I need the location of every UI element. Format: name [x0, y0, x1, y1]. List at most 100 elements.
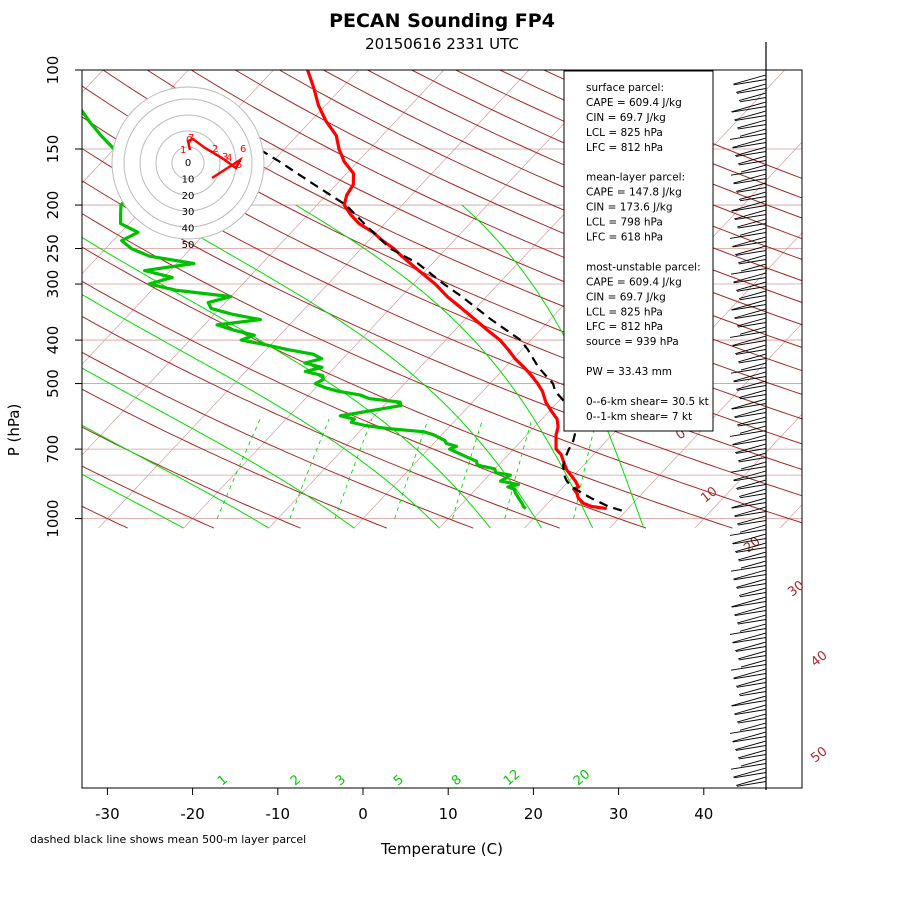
wind-barb	[735, 344, 767, 355]
chart-title: PECAN Sounding FP4	[329, 10, 555, 32]
wind-barb	[734, 709, 767, 716]
wind-barb	[737, 520, 767, 526]
wind-barb	[735, 349, 767, 355]
wind-barb	[735, 448, 767, 454]
dry-adiabat-line	[82, 280, 647, 529]
wind-barb	[730, 268, 767, 275]
hodograph-height-label: 5	[236, 160, 242, 171]
wind-barb	[736, 416, 767, 426]
wind-barbs	[729, 42, 767, 790]
mixing-ratio-line	[504, 418, 533, 519]
wind-barb	[730, 169, 767, 176]
wind-barb	[732, 632, 767, 643]
dry-adiabat-line	[82, 180, 802, 497]
dry-adiabat-label: 10	[698, 484, 720, 506]
mixing-ratio-line	[334, 418, 373, 519]
wind-barb	[736, 380, 767, 390]
hodograph-ring-label: 50	[182, 240, 195, 251]
wind-barb	[736, 88, 767, 94]
wind-barb	[735, 245, 767, 256]
wind-barb	[729, 232, 767, 239]
wind-barb	[729, 430, 767, 437]
y-tick-label: 100	[44, 56, 62, 85]
dry-adiabat-label: 30	[785, 578, 807, 600]
wind-barb	[738, 754, 767, 760]
isotherm-line	[183, 70, 615, 529]
hodograph-ring	[111, 86, 265, 240]
isotherm-line	[609, 322, 802, 529]
info-line: mean-layer parcel:	[586, 172, 685, 184]
dry-adiabat-label: 50	[808, 744, 830, 766]
wind-barb	[737, 749, 767, 759]
wind-barb	[731, 106, 767, 113]
hodograph-height-label: 2	[212, 144, 218, 155]
wind-barb	[733, 668, 767, 679]
wind-barb	[738, 587, 767, 597]
wind-barb	[732, 241, 767, 248]
mixing-ratio-line	[573, 418, 598, 519]
isotherm-line	[82, 70, 445, 456]
wind-barb	[737, 223, 767, 229]
wind-barb	[734, 115, 767, 122]
wind-barb	[729, 133, 767, 140]
wind-barb	[734, 511, 767, 518]
wind-barb	[731, 596, 767, 608]
mixing-ratio-label: 20	[571, 767, 593, 789]
wind-barb	[736, 578, 767, 588]
isotherm-line	[0, 70, 18, 528]
hodograph-ring	[171, 146, 205, 180]
wind-barb	[731, 200, 767, 212]
info-line: surface parcel:	[586, 82, 664, 94]
moist-adiabat-line	[82, 236, 491, 529]
wind-barb	[740, 560, 767, 569]
wind-barb	[731, 403, 767, 410]
wind-barb	[736, 515, 767, 525]
x-axis-label: Temperature (C)	[380, 840, 503, 858]
mixing-ratio-label: 3	[333, 772, 349, 789]
wind-barb	[739, 97, 767, 103]
wind-barb	[740, 758, 767, 767]
hodograph-height-label: 0	[186, 135, 192, 146]
wind-barb	[735, 146, 767, 157]
wind-barb	[737, 124, 767, 130]
wind-barb	[738, 556, 767, 562]
info-line: LCL = 825 hPa	[586, 306, 663, 318]
hodograph-trace	[186, 137, 244, 180]
hodograph-height-label: 7	[188, 133, 194, 144]
info-line: CAPE = 609.4 J/kg	[586, 276, 682, 288]
hodograph-ring	[123, 98, 253, 228]
wind-barb	[731, 502, 767, 509]
wind-barb	[736, 83, 767, 93]
wind-barb	[730, 763, 767, 770]
wind-barb	[738, 358, 767, 364]
wind-barb	[736, 182, 767, 192]
wind-barb	[732, 335, 767, 346]
wind-barb	[734, 209, 767, 220]
wind-barb	[738, 259, 767, 265]
wind-barb	[731, 601, 767, 608]
mixing-ratio-line	[452, 418, 484, 519]
dry-adiabat-line	[190, 70, 802, 348]
wind-barb	[729, 331, 767, 338]
dry-adiabat-line	[82, 505, 128, 529]
wind-barb	[730, 466, 767, 473]
footnote: dashed black line shows mean 500-m layer…	[30, 833, 306, 846]
wind-barb	[736, 776, 767, 786]
hodograph-height-label: 3	[222, 152, 228, 163]
wind-barb	[733, 277, 767, 284]
wind-barb	[738, 389, 767, 399]
wind-barb	[736, 677, 767, 687]
hodograph-ring	[155, 130, 221, 196]
x-tick-label: 20	[524, 805, 543, 823]
dry-adiabat-line	[323, 70, 802, 282]
wind-barb	[734, 605, 767, 616]
wind-barb	[740, 164, 767, 173]
wind-barb	[737, 421, 767, 427]
info-line: CAPE = 609.4 J/kg	[586, 97, 682, 109]
moist-adiabat-line	[295, 204, 594, 529]
y-tick-label: 200	[44, 191, 62, 220]
wind-barb	[735, 641, 767, 652]
y-tick-label: 250	[44, 234, 62, 263]
wind-barb	[732, 434, 767, 445]
